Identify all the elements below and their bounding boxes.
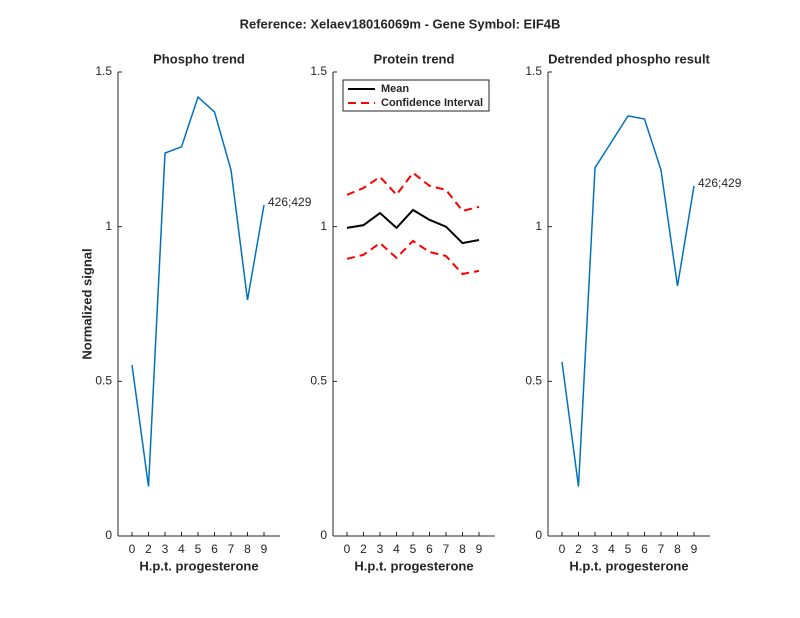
x-tick-label: 5 (195, 542, 202, 556)
x-tick-label: 6 (426, 542, 433, 556)
y-tick-label: 0 (105, 528, 112, 542)
series-line (131, 95, 265, 487)
x-tick-label: 0 (129, 542, 136, 556)
series-line (346, 208, 480, 245)
x-tick-label: 7 (228, 542, 235, 556)
figure-title: Reference: Xelaev18016069m - Gene Symbol… (240, 16, 561, 31)
x-tick-label: 2 (360, 542, 367, 556)
x-tick-label: 6 (211, 542, 218, 556)
y-tick-label: 1 (320, 219, 327, 233)
x-axis-label: H.p.t. progesterone (139, 558, 258, 573)
x-tick-label: 8 (674, 542, 681, 556)
y-axis-label: Normalized signal (79, 248, 94, 359)
x-tick-label: 0 (559, 542, 566, 556)
upper-bound-line (346, 171, 480, 213)
x-tick-label: 9 (476, 542, 483, 556)
x-tick-label: 7 (658, 542, 665, 556)
legend-label: Confidence Interval (381, 97, 483, 109)
x-tick-label: 5 (625, 542, 632, 556)
annotation: 426;429 (268, 195, 312, 209)
x-tick-label: 4 (178, 542, 185, 556)
x-tick-label: 9 (691, 542, 698, 556)
x-tick-label: 3 (592, 542, 599, 556)
x-tick-label: 8 (244, 542, 251, 556)
y-tick-label: 1.5 (310, 64, 327, 78)
x-tick-label: 3 (377, 542, 384, 556)
legend-box (342, 79, 490, 112)
y-tick-label: 1 (535, 219, 542, 233)
x-tick-label: 7 (443, 542, 450, 556)
subplot-title: Phospho trend (153, 51, 245, 66)
x-tick-label: 9 (261, 542, 268, 556)
x-tick-label: 0 (344, 542, 351, 556)
x-tick-label: 3 (162, 542, 169, 556)
legend-label: Mean (381, 83, 409, 95)
y-tick-label: 1.5 (525, 64, 542, 78)
y-tick-label: 0 (535, 528, 542, 542)
y-tick-label: 0.5 (525, 374, 542, 388)
y-tick-label: 1 (105, 219, 112, 233)
x-tick-label: 5 (410, 542, 417, 556)
subplot-title: Detrended phospho result (548, 51, 710, 66)
y-tick-label: 1.5 (95, 64, 112, 78)
x-axis-label: H.p.t. progesterone (354, 558, 473, 573)
x-tick-label: 4 (393, 542, 400, 556)
lower-bound-line (346, 239, 480, 276)
subplot-title: Protein trend (374, 51, 455, 66)
y-tick-label: 0 (320, 528, 327, 542)
series-line (561, 115, 695, 487)
y-tick-label: 0.5 (310, 374, 327, 388)
x-tick-label: 6 (641, 542, 648, 556)
x-tick-label: 8 (459, 542, 466, 556)
y-tick-label: 0.5 (95, 374, 112, 388)
annotation: 426;429 (698, 176, 742, 190)
x-axis-label: H.p.t. progesterone (569, 558, 688, 573)
x-tick-label: 4 (608, 542, 615, 556)
x-tick-label: 2 (575, 542, 582, 556)
x-tick-label: 2 (145, 542, 152, 556)
